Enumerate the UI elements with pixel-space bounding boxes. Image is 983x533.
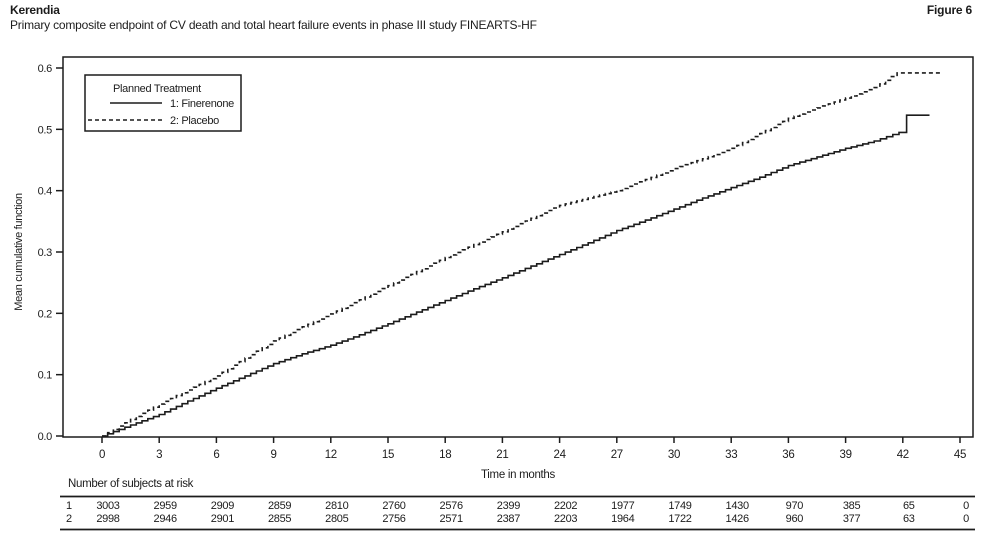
risk-value: 2202 [554, 500, 577, 512]
risk-value: 1749 [668, 500, 691, 512]
x-axis-tick-label: 36 [782, 449, 794, 461]
plot-frame [62, 56, 974, 438]
risk-value: 2399 [497, 500, 520, 512]
risk-value: 65 [903, 500, 915, 512]
risk-value: 2859 [268, 500, 291, 512]
y-axis-title: Mean cumulative function [13, 193, 25, 311]
series----finerenone-line [102, 114, 930, 437]
y-axis-tick-label: 0.4 [38, 186, 53, 198]
risk-value: 2998 [96, 513, 119, 525]
risk-value: 2810 [325, 500, 348, 512]
page-subtitle: Primary composite endpoint of CV death a… [10, 18, 537, 32]
risk-value: 0 [963, 500, 969, 512]
x-axis-tick-label: 42 [897, 449, 909, 461]
y-axis-tick-label: 0.0 [38, 431, 53, 443]
x-axis-tick-label: 0 [99, 449, 105, 461]
risk-value: 2387 [497, 513, 520, 525]
risk-value: 0 [963, 513, 969, 525]
risk-value: 1964 [611, 513, 634, 525]
x-axis-tick-label: 27 [611, 449, 623, 461]
x-axis-tick-label: 15 [382, 449, 394, 461]
x-axis-tick-label: 3 [156, 449, 162, 461]
risk-value: 2576 [440, 500, 463, 512]
risk-row-id: 1 [66, 500, 72, 512]
x-axis-title: Time in months [481, 469, 556, 481]
risk-value: 2855 [268, 513, 291, 525]
risk-value: 1426 [726, 513, 749, 525]
x-axis-tick-label: 21 [496, 449, 508, 461]
risk-value: 970 [786, 500, 804, 512]
x-axis-tick-label: 39 [839, 449, 851, 461]
risk-value: 1722 [668, 513, 691, 525]
figure-label: Figure 6 [926, 3, 972, 17]
y-axis-tick-label: 0.1 [38, 370, 53, 382]
x-axis-tick-label: 30 [668, 449, 680, 461]
x-axis-tick-label: 24 [553, 449, 566, 461]
risk-table-title: Number of subjects at risk [68, 478, 194, 490]
risk-row-id: 2 [66, 513, 72, 525]
risk-value: 2805 [325, 513, 348, 525]
x-axis-tick-label: 6 [213, 449, 219, 461]
series----placebo-line [102, 72, 943, 437]
x-axis-tick-label: 18 [439, 449, 451, 461]
risk-value: 63 [903, 513, 915, 525]
risk-value: 2571 [440, 513, 463, 525]
risk-value: 2909 [211, 500, 234, 512]
risk-value: 960 [786, 513, 804, 525]
risk-value: 385 [843, 500, 861, 512]
risk-value: 1430 [726, 500, 749, 512]
risk-value: 2946 [154, 513, 177, 525]
risk-value: 377 [843, 513, 861, 525]
x-axis-tick-label: 9 [271, 449, 277, 461]
x-axis-tick-label: 33 [725, 449, 737, 461]
risk-value: 2203 [554, 513, 577, 525]
y-axis-tick-label: 0.6 [38, 63, 53, 75]
legend-entry-label: 1: Finerenone [170, 98, 234, 110]
y-axis-tick-label: 0.3 [38, 247, 53, 259]
x-axis-tick-label: 12 [325, 449, 337, 461]
y-axis-tick-label: 0.2 [38, 308, 53, 320]
y-axis-tick-label: 0.5 [38, 124, 53, 136]
risk-value: 1977 [611, 500, 634, 512]
x-axis-tick-label: 45 [954, 449, 966, 461]
legend-title: Planned Treatment [113, 83, 201, 95]
risk-value: 2760 [382, 500, 405, 512]
risk-value: 2756 [382, 513, 405, 525]
page-title: Kerendia [10, 3, 60, 17]
risk-value: 2959 [154, 500, 177, 512]
legend-entry-label: 2: Placebo [170, 115, 219, 127]
risk-value: 3003 [96, 500, 119, 512]
risk-value: 2901 [211, 513, 234, 525]
